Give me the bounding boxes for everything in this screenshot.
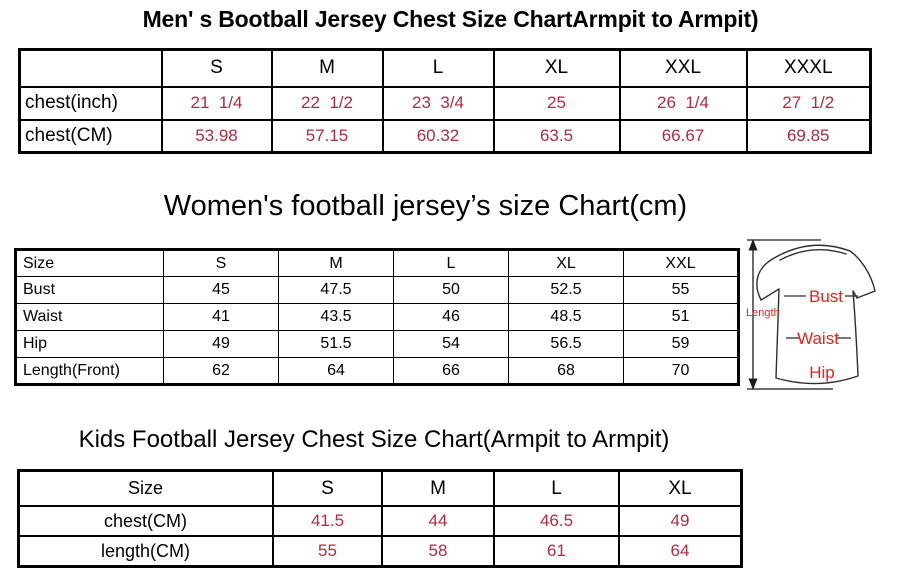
cell: 50 [393, 276, 509, 304]
cell: 69.85 [745, 118, 872, 154]
column-header: L [381, 48, 495, 88]
cell: 66.67 [618, 118, 748, 154]
corner-cell [18, 48, 163, 88]
cell: 47.5 [278, 276, 394, 304]
column-header: XL [492, 48, 621, 88]
cell: 27 1/2 [745, 85, 872, 121]
cell: 51 [623, 303, 739, 331]
length-label: Length [746, 307, 780, 319]
tshirt-outline [756, 244, 876, 385]
row-label: Size [15, 249, 164, 277]
cell: 60.32 [381, 118, 495, 154]
women-size-table: Size S M L XL XXL Bust 45 47.5 50 52.5 5… [14, 248, 740, 386]
row-label: Size [18, 470, 274, 507]
cell: 57.15 [270, 118, 384, 154]
column-header: XL [508, 249, 624, 277]
cell: 41.5 [272, 505, 383, 537]
table-row: chest(inch) 21 1/4 22 1/2 23 3/4 25 26 1… [18, 85, 872, 121]
arrowhead-bottom [748, 378, 758, 390]
cell: 26 1/4 [618, 85, 748, 121]
table-row: chest(CM) 41.5 44 46.5 49 [18, 505, 742, 537]
column-header: S [160, 48, 273, 88]
tshirt-measurement-diagram: Length Bust Waist Hip [746, 239, 876, 390]
row-label: length(CM) [18, 535, 274, 567]
cell: 64 [278, 357, 394, 385]
cell: 44 [381, 505, 495, 537]
column-header: S [163, 249, 279, 277]
table-row: length(CM) 55 58 61 64 [18, 535, 742, 567]
cell: 59 [623, 330, 739, 358]
cell: 66 [393, 357, 509, 385]
cell: 46.5 [493, 505, 620, 537]
cell: 48.5 [508, 303, 624, 331]
cell: 49 [618, 505, 742, 537]
men-chart-title: Men' s Bootball Jersey Chest Size ChartA… [142, 6, 759, 32]
cell: 21 1/4 [160, 85, 273, 121]
row-label: chest(CM) [18, 505, 274, 537]
cell: 43.5 [278, 303, 394, 331]
column-header: XXL [618, 48, 748, 88]
men-size-table: S M L XL XXL XXXL chest(inch) 21 1/4 22 … [18, 48, 872, 154]
women-chart-title: Women's football jersey’s size Chart(cm) [163, 190, 688, 222]
cell: 46 [393, 303, 509, 331]
kids-size-table: Size S M L XL chest(CM) 41.5 44 46.5 49 … [17, 469, 743, 568]
bust-label: Bust [809, 287, 843, 306]
measure-lines [784, 295, 858, 339]
column-header: M [381, 470, 495, 507]
cell: 64 [618, 535, 742, 567]
cell: 23 3/4 [381, 85, 495, 121]
cell: 62 [163, 357, 279, 385]
cell: 55 [623, 276, 739, 304]
cell: 61 [493, 535, 620, 567]
row-label: chest(CM) [18, 118, 163, 154]
cell: 22 1/2 [270, 85, 384, 121]
row-label: chest(inch) [18, 85, 163, 121]
cell: 51.5 [278, 330, 394, 358]
cell: 52.5 [508, 276, 624, 304]
row-label: Waist [15, 303, 164, 331]
kids-chart-title: Kids Football Jersey Chest Size Chart(Ar… [78, 426, 670, 453]
hip-label: Hip [809, 363, 835, 382]
column-header: L [393, 249, 509, 277]
arrowhead-top [748, 239, 758, 251]
cell: 45 [163, 276, 279, 304]
row-label: Hip [15, 330, 164, 358]
cell: 68 [508, 357, 624, 385]
table-row: Bust 45 47.5 50 52.5 55 [15, 276, 739, 304]
table-row: Length(Front) 62 64 66 68 70 [15, 357, 739, 385]
cell: 49 [163, 330, 279, 358]
column-header: XXXL [745, 48, 872, 88]
row-label: Bust [15, 276, 164, 304]
column-header: M [278, 249, 394, 277]
kids-header-row: Size S M L XL [18, 470, 742, 507]
column-header: L [493, 470, 620, 507]
cell: 58 [381, 535, 495, 567]
column-header: XXL [623, 249, 739, 277]
length-arrow [747, 239, 833, 390]
cell: 56.5 [508, 330, 624, 358]
waist-label: Waist [797, 329, 839, 348]
cell: 55 [272, 535, 383, 567]
cell: 70 [623, 357, 739, 385]
column-header: XL [618, 470, 742, 507]
cell: 63.5 [492, 118, 621, 154]
row-label: Length(Front) [15, 357, 164, 385]
men-header-row: S M L XL XXL XXXL [18, 48, 872, 88]
column-header: S [272, 470, 383, 507]
cell: 54 [393, 330, 509, 358]
column-header: M [270, 48, 384, 88]
cell: 41 [163, 303, 279, 331]
table-row: Waist 41 43.5 46 48.5 51 [15, 303, 739, 331]
cell: 53.98 [160, 118, 273, 154]
cell: 25 [492, 85, 621, 121]
table-row: chest(CM) 53.98 57.15 60.32 63.5 66.67 6… [18, 118, 872, 154]
women-header-row: Size S M L XL XXL [15, 249, 739, 277]
table-row: Hip 49 51.5 54 56.5 59 [15, 330, 739, 358]
